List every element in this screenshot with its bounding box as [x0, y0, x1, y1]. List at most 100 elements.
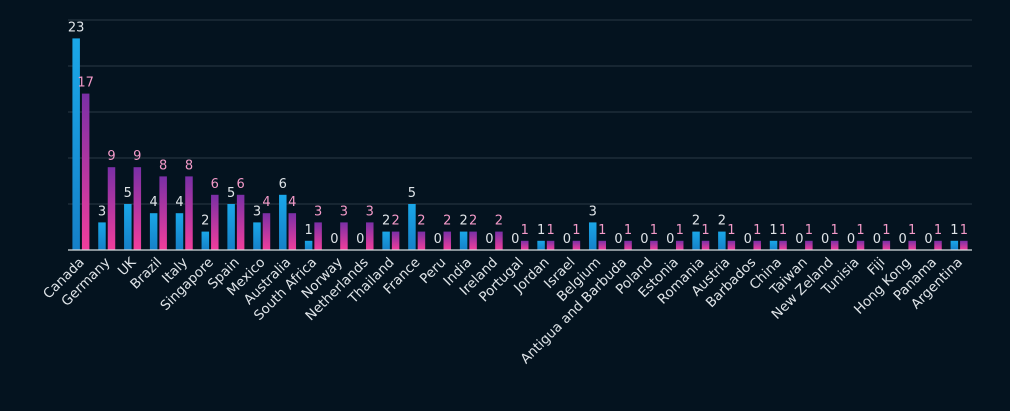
data-label-series-a: 0: [847, 232, 855, 247]
data-label-series-a: 2: [382, 214, 390, 229]
data-label-series-b: 1: [572, 223, 580, 238]
bar-series-b: [417, 231, 426, 250]
bar-series-b: [81, 93, 90, 250]
bar-series-b: [521, 240, 529, 250]
data-label-series-b: 17: [77, 76, 94, 91]
bar-series-a: [408, 204, 416, 250]
data-label-series-a: 5: [124, 186, 132, 201]
bar-series-b: [934, 240, 942, 250]
data-label-series-a: 2: [692, 214, 700, 229]
data-label-series-b: 9: [133, 149, 141, 164]
data-label-series-a: 0: [666, 232, 674, 247]
data-label-series-a: 2: [201, 214, 209, 229]
data-label-series-b: 8: [185, 158, 193, 173]
bar-series-b: [443, 231, 452, 250]
data-label-series-a: 5: [227, 186, 235, 201]
bar-series-b: [805, 240, 813, 250]
data-label-series-b: 3: [340, 204, 348, 219]
data-label-series-a: 23: [68, 20, 85, 35]
data-label-series-a: 0: [744, 232, 752, 247]
bar-series-b: [159, 176, 167, 250]
data-label-series-a: 1: [950, 223, 958, 238]
data-label-series-b: 4: [262, 195, 270, 210]
bar-series-b: [856, 240, 865, 250]
data-label-series-b: 1: [753, 223, 761, 238]
data-label-series-a: 1: [537, 223, 545, 238]
data-label-series-a: 0: [614, 232, 622, 247]
data-label-series-b: 4: [288, 195, 296, 210]
data-label-series-b: 6: [236, 177, 244, 192]
bar-series-b: [675, 240, 684, 250]
data-label-series-a: 0: [330, 232, 338, 247]
data-label-series-a: 0: [511, 232, 519, 247]
bar-series-b: [650, 240, 658, 250]
data-label-series-b: 3: [366, 204, 374, 219]
data-label-series-a: 0: [795, 232, 803, 247]
bar-series-b: [572, 240, 581, 250]
data-label-series-b: 1: [546, 223, 554, 238]
bar-series-b: [546, 240, 555, 250]
bar-series-a: [253, 222, 261, 250]
bar-series-b: [391, 231, 400, 250]
bar-series-b: [598, 240, 606, 250]
data-label-series-a: 1: [304, 223, 312, 238]
data-label-series-a: 0: [924, 232, 932, 247]
bar-series-b: [830, 240, 839, 250]
data-label-series-b: 1: [856, 223, 864, 238]
data-label-series-b: 1: [521, 223, 529, 238]
bar-series-b: [236, 194, 245, 250]
bar-series-b: [288, 213, 297, 250]
bar-series-b: [908, 240, 916, 250]
data-label-series-a: 3: [253, 204, 261, 219]
data-label-series-b: 8: [159, 158, 167, 173]
bar-series-a: [175, 213, 184, 250]
data-label-series-a: 0: [873, 232, 881, 247]
data-label-series-a: 2: [459, 214, 467, 229]
data-label-series-a: 0: [356, 232, 364, 247]
bar-series-a: [304, 240, 313, 250]
data-label-series-a: 0: [640, 232, 648, 247]
data-label-series-b: 1: [650, 223, 658, 238]
data-label-series-a: 0: [485, 232, 493, 247]
bar-series-b: [495, 231, 503, 250]
data-label-series-b: 2: [391, 214, 399, 229]
bar-series-a: [537, 240, 545, 250]
data-label-series-a: 4: [150, 195, 158, 210]
bar-series-a: [149, 213, 158, 250]
bar-series-a: [718, 231, 726, 250]
bar-series-a: [459, 231, 468, 250]
data-label-series-b: 1: [831, 223, 839, 238]
bar-series-b: [753, 240, 761, 250]
data-label-series-b: 1: [934, 223, 942, 238]
bar-series-a: [692, 231, 700, 250]
bar-series-b: [624, 240, 632, 250]
bar-series-b: [469, 231, 477, 250]
data-label-series-a: 0: [563, 232, 571, 247]
bar-series-b: [211, 194, 219, 250]
data-label-series-a: 0: [821, 232, 829, 247]
data-label-series-b: 2: [443, 214, 451, 229]
data-label-series-b: 3: [314, 204, 322, 219]
bar-series-a: [98, 222, 106, 250]
bar-series-b: [107, 167, 116, 250]
data-label-series-a: 6: [279, 177, 287, 192]
bar-series-a: [382, 231, 390, 250]
data-label-series-b: 1: [882, 223, 890, 238]
bar-series-b: [340, 222, 348, 250]
data-label-series-b: 1: [779, 223, 787, 238]
bar-series-b: [262, 213, 271, 250]
bar-series-a: [201, 231, 210, 250]
data-label-series-b: 1: [701, 223, 709, 238]
bar-series-b: [882, 240, 891, 250]
bar-series-b: [779, 240, 787, 250]
data-label-series-b: 1: [624, 223, 632, 238]
data-label-series-a: 5: [408, 186, 416, 201]
bar-series-b: [366, 222, 374, 250]
bar-series-b: [314, 222, 322, 250]
data-label-series-b: 1: [805, 223, 813, 238]
data-label-series-b: 1: [908, 223, 916, 238]
bar-series-a: [950, 240, 959, 250]
data-label-series-a: 4: [175, 195, 183, 210]
